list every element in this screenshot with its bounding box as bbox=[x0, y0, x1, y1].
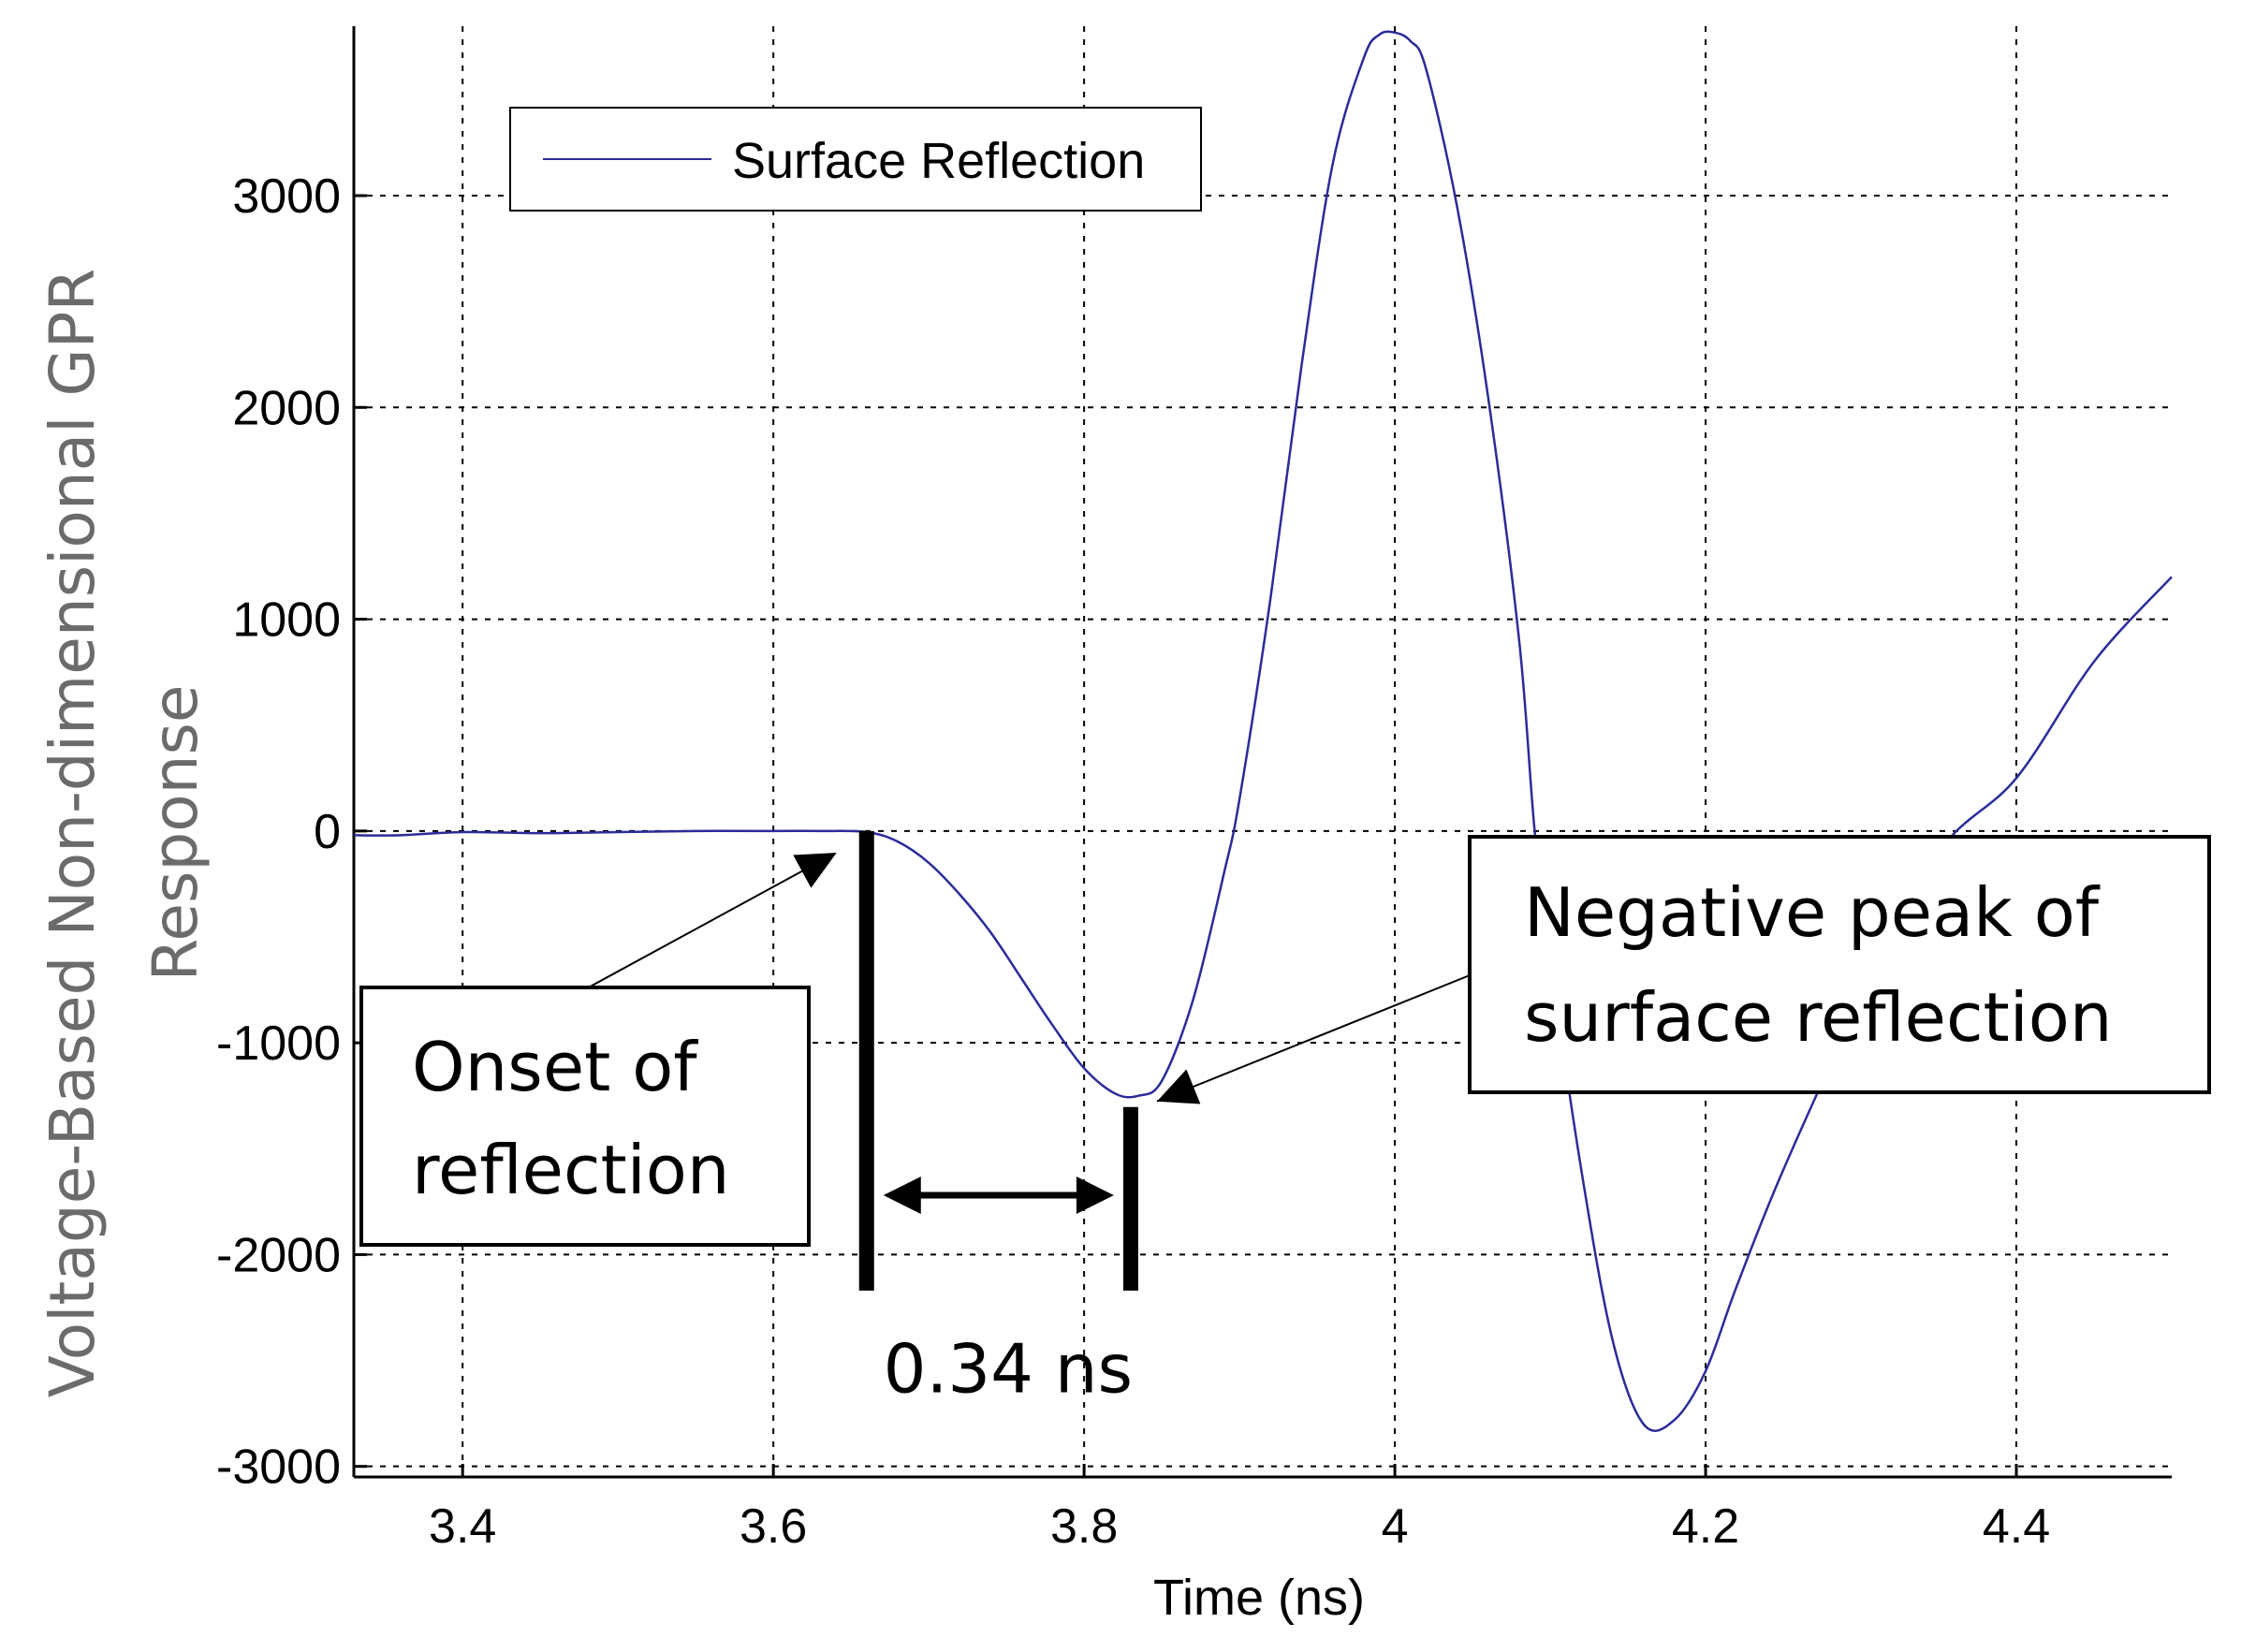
onset-callout-line-2: reflection bbox=[412, 1131, 729, 1209]
annotations: 0.34 ns Onset of reflection Negative pea… bbox=[359, 830, 2211, 1408]
y-tick-label: 0 bbox=[314, 805, 341, 859]
onset-pointer-line bbox=[584, 855, 830, 990]
legend-label: Surface Reflection bbox=[732, 133, 1145, 189]
y-tick-label: -2000 bbox=[216, 1228, 341, 1282]
y-tick-label: 3000 bbox=[232, 169, 341, 224]
y-tick-label: -3000 bbox=[216, 1440, 341, 1495]
negative-peak-callout-box bbox=[1468, 835, 2211, 1094]
onset-callout-line-1: Onset of bbox=[412, 1028, 698, 1106]
x-tick-label: 3.8 bbox=[1050, 1499, 1118, 1554]
x-tick-label: 3.6 bbox=[740, 1499, 807, 1554]
interval-arrowhead-right bbox=[1076, 1177, 1114, 1215]
series-line-surface-reflection bbox=[353, 30, 2173, 1433]
x-tick-label: 4.2 bbox=[1672, 1499, 1739, 1554]
negative-peak-pointer-line bbox=[1156, 972, 1475, 1103]
y-axis-title: Voltage-Based Non-dimensional GPR Respon… bbox=[37, 269, 212, 1397]
y-tick-label: -1000 bbox=[216, 1016, 341, 1071]
negative-peak-pointer-arrowhead bbox=[1156, 1069, 1201, 1104]
y-axis-title-line-1: Voltage-Based Non-dimensional GPR bbox=[37, 269, 109, 1397]
negative-peak-callout-line-2: surface reflection bbox=[1524, 978, 2112, 1057]
onset-pointer-arrowhead bbox=[793, 853, 837, 888]
y-tick-label: 1000 bbox=[232, 593, 341, 648]
x-tick-label: 4.4 bbox=[1983, 1499, 2050, 1554]
y-ticks: 3000 2000 1000 0 -1000 -2000 -3000 bbox=[216, 169, 367, 1495]
series bbox=[353, 30, 2173, 1433]
x-tick-label: 3.4 bbox=[429, 1499, 496, 1554]
x-axis-title: Time (ns) bbox=[1153, 1570, 1365, 1626]
y-axis-title-line-2: Response bbox=[139, 685, 212, 982]
axes bbox=[352, 26, 2172, 1479]
onset-callout-box bbox=[359, 986, 811, 1247]
interval-arrowhead-left bbox=[883, 1177, 921, 1215]
x-ticks: 3.4 3.6 3.8 4 4.2 4.4 bbox=[429, 1464, 2050, 1554]
x-tick-label: 4 bbox=[1382, 1499, 1409, 1554]
interval-label: 0.34 ns bbox=[884, 1329, 1133, 1408]
legend: Surface Reflection bbox=[509, 107, 1202, 212]
y-tick-label: 2000 bbox=[232, 381, 341, 435]
grid bbox=[354, 26, 2172, 1477]
negative-peak-callout-line-1: Negative peak of bbox=[1524, 873, 2101, 952]
